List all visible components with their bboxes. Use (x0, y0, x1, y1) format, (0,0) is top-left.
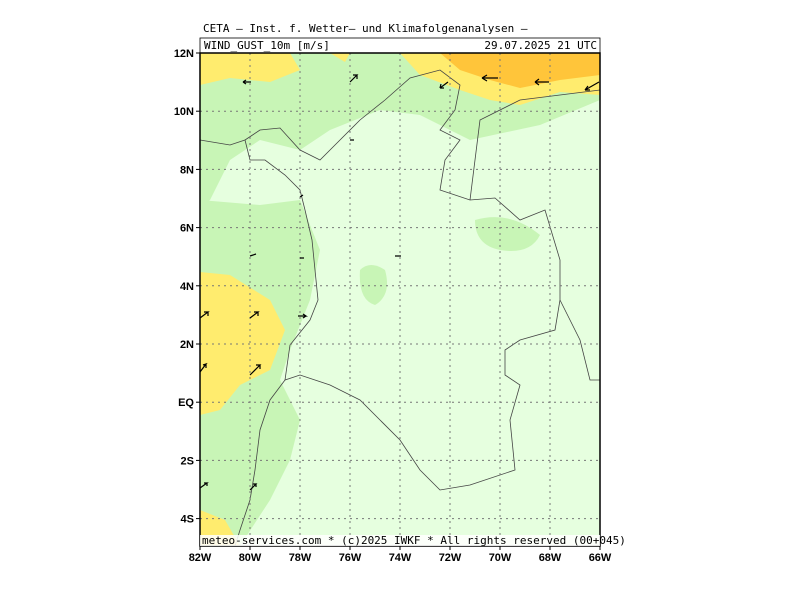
lat-label: 2S (181, 455, 194, 467)
lat-label: 12N (174, 48, 194, 60)
lat-label: 4N (180, 281, 194, 293)
lat-label: 10N (174, 106, 194, 118)
lon-label: 68W (539, 552, 562, 564)
lon-label: 76W (339, 552, 362, 564)
lat-label: 8N (180, 164, 194, 176)
lat-label: 2N (180, 339, 194, 351)
lon-label: 80W (239, 552, 262, 564)
lon-label: 66W (589, 552, 612, 564)
lat-label: 4S (181, 514, 194, 526)
field-name: WIND_GUST_10m [m/s] (204, 39, 330, 52)
lat-label: 6N (180, 223, 194, 235)
graticule (196, 52, 601, 550)
wind-arrows (199, 74, 600, 491)
lon-label: 72W (439, 552, 462, 564)
footer: meteo-services.com * (c)2025 IWKF * All … (202, 534, 626, 547)
lat-label: EQ (178, 397, 194, 409)
lon-label: 70W (489, 552, 512, 564)
lon-label: 74W (389, 552, 412, 564)
lon-label: 82W (189, 552, 212, 564)
title: CETA — Inst. f. Wetter— und Klimafolgena… (203, 22, 528, 35)
lon-label: 78W (289, 552, 312, 564)
coastlines (200, 69, 600, 546)
valid-time: 29.07.2025 21 UTC (484, 39, 597, 52)
footer-box (200, 535, 600, 546)
